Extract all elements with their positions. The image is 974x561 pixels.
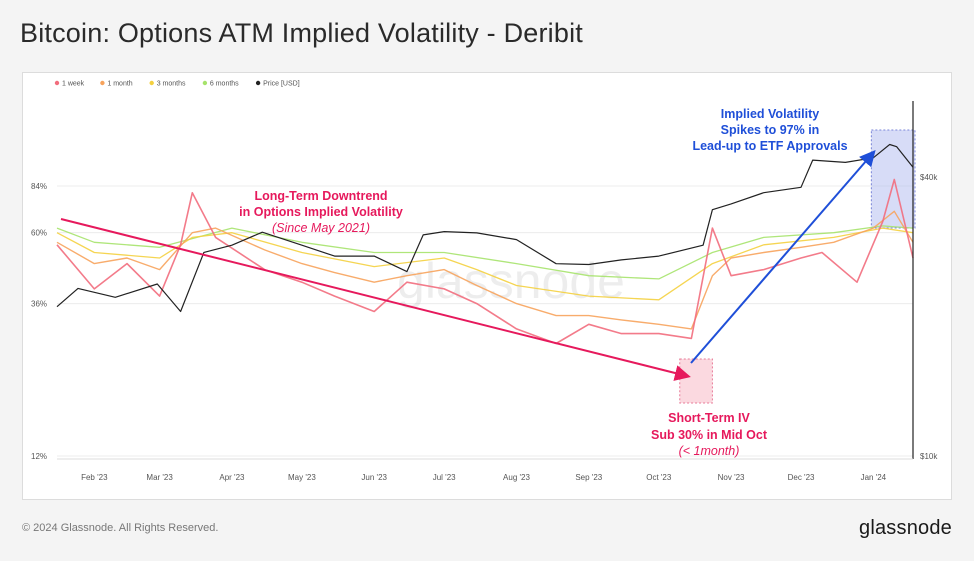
legend-item-label[interactable]: Price [USD] xyxy=(263,81,300,88)
spike-arrow xyxy=(690,149,876,364)
x-tick-label: Sep '23 xyxy=(575,473,602,482)
short-term-label-3: (< 1month) xyxy=(679,444,740,458)
legend-item-label[interactable]: 3 months xyxy=(157,81,186,88)
downtrend-label-3: (Since May 2021) xyxy=(272,221,370,235)
highlights xyxy=(679,129,916,404)
legend[interactable]: 1 week 1 month 3 months 6 months Price [USD] xyxy=(54,80,300,88)
x-tick-label: Feb '23 xyxy=(81,473,108,482)
series-line-6-months xyxy=(56,225,914,280)
series-lines xyxy=(56,143,914,345)
axes: 12% 36% 60% 84% $10k $40k Feb '23 Mar '23 Apr '2… xyxy=(31,101,938,482)
x-tick-label: Oct '23 xyxy=(646,473,672,482)
x-tick-label: Aug '23 xyxy=(503,473,530,482)
annotations: Long-Term Downtrend in Options Implied V… xyxy=(60,107,876,458)
spike-label-2: Spikes to 97% in xyxy=(721,123,820,137)
short-term-label-1: Short-Term IV xyxy=(668,411,750,425)
legend-marker xyxy=(100,80,105,86)
etf-highlight xyxy=(870,129,916,229)
x-tick-label: May '23 xyxy=(288,473,316,482)
footer-logo: glassnode xyxy=(859,517,952,539)
page-title: Bitcoin: Options ATM Implied Volatility … xyxy=(20,18,583,48)
footer-copyright: © 2024 Glassnode. All Rights Reserved. xyxy=(22,522,219,534)
y-left-tick-label: 36% xyxy=(31,300,47,309)
legend-marker xyxy=(149,80,154,86)
chart-card: glassnode 12% 36% 60% 84% $10k $40k Feb '23 Mar… xyxy=(22,72,952,500)
x-tick-label: Mar '23 xyxy=(146,473,173,482)
x-tick-label: Dec '23 xyxy=(788,473,815,482)
y-left-tick-label: 12% xyxy=(31,452,47,461)
y-right-tick-label: $40k xyxy=(920,173,938,182)
downtrend-label-1: Long-Term Downtrend xyxy=(254,189,387,203)
y-right-tick-label: $10k xyxy=(920,452,938,461)
legend-marker xyxy=(202,80,208,86)
legend-marker xyxy=(54,80,60,86)
grid xyxy=(57,185,913,457)
x-tick-label: Jul '23 xyxy=(433,473,456,482)
legend-item-label[interactable]: 1 month xyxy=(107,81,132,88)
series-line-price-usd xyxy=(56,143,914,313)
legend-item-label[interactable]: 6 months xyxy=(210,81,239,88)
legend-item-label[interactable]: 1 week xyxy=(62,81,85,88)
spike-label-3: Lead-up to ETF Approvals xyxy=(692,139,847,153)
downtrend-arrow xyxy=(60,218,691,381)
legend-marker xyxy=(255,80,261,86)
x-tick-label: Jan '24 xyxy=(861,473,887,482)
downtrend-label-2: in Options Implied Volatility xyxy=(239,205,403,219)
series-line-1-week xyxy=(56,178,914,345)
y-left-tick-label: 60% xyxy=(31,229,47,238)
y-left-tick-label: 84% xyxy=(31,182,47,191)
short-term-highlight xyxy=(679,358,713,404)
short-term-label-2: Sub 30% in Mid Oct xyxy=(651,428,768,442)
spike-label-1: Implied Volatility xyxy=(721,107,819,121)
x-tick-label: Nov '23 xyxy=(718,473,745,482)
x-tick-label: Jun '23 xyxy=(361,473,387,482)
x-tick-label: Apr '23 xyxy=(219,473,245,482)
